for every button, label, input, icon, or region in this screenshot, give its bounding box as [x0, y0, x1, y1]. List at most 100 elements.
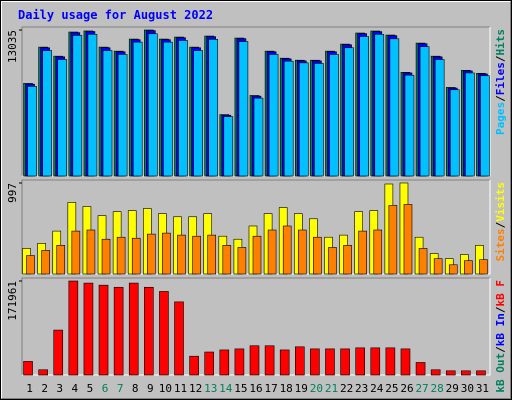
bar	[116, 236, 126, 275]
legend-entry: kB F	[494, 280, 507, 307]
bar	[343, 245, 352, 275]
bar	[57, 59, 68, 177]
bar	[389, 38, 400, 177]
bar	[403, 204, 413, 275]
x-tick-label: 1	[26, 382, 33, 395]
bar	[27, 86, 37, 177]
x-tick-label: 20	[310, 382, 323, 395]
x-tick-label: 2	[41, 382, 48, 395]
bar	[26, 255, 35, 275]
legend-entry: Sites	[494, 228, 507, 261]
legend: Pages/Files/Hits	[494, 29, 507, 135]
bar	[325, 348, 335, 376]
bar	[223, 116, 234, 177]
bar	[344, 47, 354, 177]
x-tick-label: 31	[476, 382, 489, 395]
bar	[310, 348, 320, 376]
bar	[445, 370, 456, 376]
plot-bevel	[21, 179, 490, 274]
x-tick-label: 9	[147, 382, 154, 395]
legend-separator: /	[494, 306, 507, 313]
x-tick-label: 24	[370, 382, 384, 395]
legend-entry: Visits	[494, 182, 507, 222]
plot-bevel	[21, 26, 490, 176]
bar	[433, 258, 443, 275]
legend-entry: Hits	[494, 29, 507, 56]
bar	[448, 264, 458, 275]
x-tick-label: 12	[189, 382, 202, 395]
bar	[449, 89, 460, 177]
bar	[42, 50, 52, 177]
bar	[208, 39, 219, 177]
bar	[237, 247, 247, 275]
bar	[132, 41, 143, 177]
bar	[207, 234, 217, 275]
bar	[370, 347, 381, 376]
bar	[162, 232, 171, 275]
x-tick-label: 5	[87, 382, 94, 395]
bar	[385, 347, 396, 376]
bar	[297, 229, 307, 275]
x-tick-label: 28	[431, 382, 444, 395]
bar	[430, 369, 441, 376]
plot-bevel	[21, 277, 490, 375]
bar	[219, 349, 230, 376]
bar	[234, 348, 245, 376]
legend: kB Out/kB In/kB F	[494, 280, 507, 393]
bar	[128, 282, 139, 376]
x-tick-label: 10	[159, 382, 172, 395]
bar	[264, 345, 275, 376]
x-tick-label: 18	[280, 382, 293, 395]
bar	[23, 361, 33, 376]
bar	[189, 355, 199, 376]
bar	[102, 50, 113, 177]
x-tick-label: 17	[264, 382, 277, 395]
bar	[101, 238, 111, 275]
bar	[83, 282, 94, 376]
bar	[404, 74, 415, 177]
x-tick-label: 7	[117, 382, 124, 395]
bar	[340, 348, 350, 376]
legend-entry: kB Out	[494, 353, 507, 393]
bar	[282, 225, 292, 275]
legend-entry: Files	[494, 62, 507, 95]
legend: Sites/Visits	[494, 182, 507, 262]
legend-separator: /	[494, 55, 507, 62]
x-tick-label: 13	[204, 382, 217, 395]
bar	[117, 54, 128, 177]
bar	[159, 291, 169, 376]
bar	[329, 54, 339, 177]
x-tick-label: 15	[234, 382, 247, 395]
bar	[359, 36, 369, 177]
x-tick-label: 14	[219, 382, 233, 395]
x-tick-label: 3	[56, 382, 63, 395]
y-tick-label: 171961	[6, 281, 19, 321]
bar	[192, 235, 201, 275]
bar	[249, 345, 260, 376]
bar	[204, 351, 215, 376]
bar	[144, 286, 154, 376]
bar	[68, 280, 79, 376]
bar	[479, 259, 488, 275]
legend-separator: /	[494, 95, 507, 102]
bar	[238, 41, 249, 177]
legend-entry: kB In	[494, 313, 507, 346]
bar	[163, 41, 173, 177]
bar	[355, 347, 365, 376]
x-tick-label: 16	[249, 382, 262, 395]
bar	[71, 230, 81, 275]
x-tick-label: 26	[400, 382, 413, 395]
bar	[222, 245, 232, 275]
bar	[178, 40, 188, 177]
bar	[480, 75, 490, 177]
bar	[465, 72, 475, 177]
bar	[415, 362, 426, 376]
bar	[148, 33, 158, 177]
bar	[418, 248, 428, 275]
bar	[268, 54, 279, 177]
bar	[267, 229, 277, 275]
bar	[374, 34, 385, 177]
